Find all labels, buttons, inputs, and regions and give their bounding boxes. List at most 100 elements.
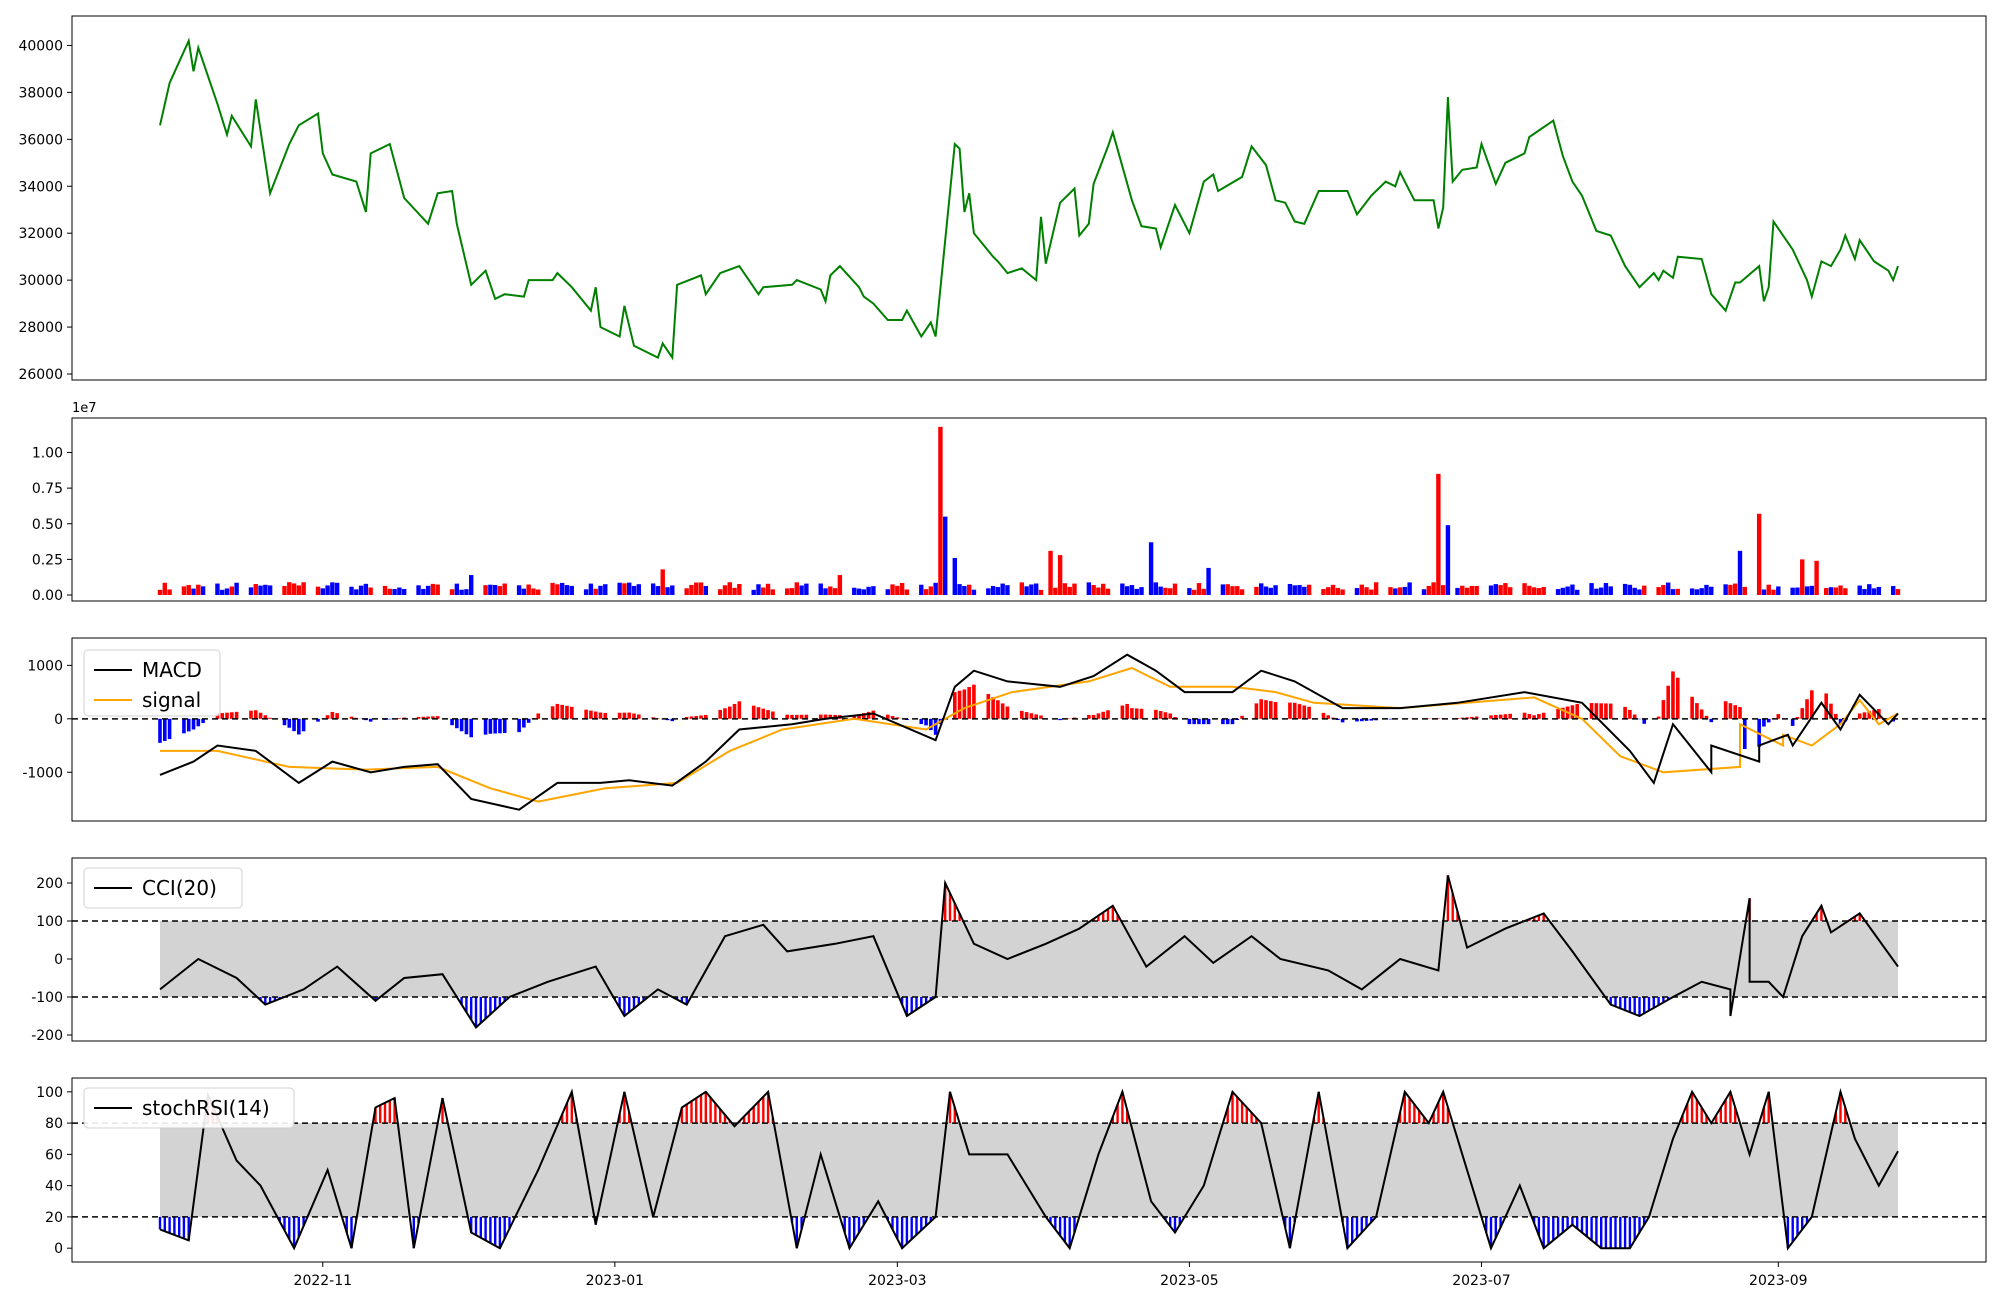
volume-bar (852, 587, 857, 595)
macd-hist-bar (325, 715, 330, 719)
volume-bar (1287, 583, 1293, 595)
volume-bar (1364, 587, 1369, 595)
volume-bar (919, 584, 924, 595)
volume-bar (770, 589, 776, 595)
volume-bar (1158, 586, 1163, 595)
volume-bar (1440, 585, 1446, 595)
macd-hist-bar (804, 714, 809, 719)
macd-hist-bar (1570, 705, 1575, 719)
volume-bar (1843, 588, 1848, 595)
macd-hist-bar (593, 711, 598, 719)
macd-hist-bar (1465, 717, 1469, 719)
macd-hist-bar (1292, 702, 1297, 719)
macd-hist-bar (1766, 718, 1771, 723)
macd-hist-bar (1498, 714, 1503, 719)
axes-frame (71, 857, 1987, 1042)
volume-bar (1689, 588, 1695, 595)
offset-text: 1e7 (72, 401, 97, 416)
volume-bar (732, 587, 737, 595)
macd-hist-bar (565, 705, 569, 719)
volume-bar (655, 586, 661, 595)
volume-bar (1733, 583, 1738, 595)
macd-hist-bar (632, 713, 636, 719)
volume-bar (521, 588, 527, 595)
volume-bar (650, 583, 656, 595)
volume-bar (224, 588, 230, 595)
volume-bar (1800, 559, 1805, 595)
volume-bar (1397, 587, 1403, 595)
y-tick-label: -100 (31, 990, 63, 1006)
macd-hist-bar (1575, 704, 1580, 719)
volume-bar (904, 589, 910, 595)
macd-hist-bar (1273, 702, 1278, 719)
volume-bar (636, 584, 641, 595)
volume-bar (1608, 586, 1613, 595)
volume-bar (1555, 589, 1561, 595)
volume-bar (861, 589, 867, 595)
cci-line (159, 875, 1899, 1029)
volume-bar (200, 586, 206, 595)
volume-bar (430, 583, 436, 595)
macd-hist-bar (1604, 703, 1608, 719)
volume-bar (631, 585, 637, 595)
macd-hist-bar (694, 715, 699, 719)
macd-hist-bar (1541, 712, 1546, 719)
macd-hist-bar (890, 715, 895, 719)
macd-hist-bar (732, 703, 737, 719)
price-panel: 26000 28000 30000 32000 34000 36000 38000 40000 (18, 15, 1987, 383)
macd-hist-bar (1824, 693, 1828, 719)
volume-bar (689, 584, 694, 595)
stochrsi-line (159, 1087, 1899, 1252)
y-tick-label: 1000 (27, 658, 63, 674)
macd-hist-bar (297, 718, 301, 735)
volume-bar (1388, 587, 1393, 595)
volume-bar (1321, 589, 1326, 595)
volume-bar (1594, 588, 1599, 595)
volume-bar (492, 585, 498, 595)
y-tick-label: 1.00 (32, 446, 63, 462)
volume-bar (1172, 583, 1178, 595)
macd-hist-bar (1474, 716, 1479, 719)
volume-bar (1838, 585, 1843, 595)
macd-hist-bar (766, 710, 770, 719)
y-tick-label: 0 (54, 1241, 63, 1257)
macd-hist-bar (316, 718, 320, 722)
volume-bar (1129, 585, 1135, 595)
volume-bar (263, 584, 268, 595)
macd-hist-bar (459, 718, 464, 732)
volume-bar (943, 516, 948, 595)
y-tick-label: 0.25 (32, 552, 63, 568)
volume-bar (1464, 587, 1470, 595)
volume-bar (1302, 586, 1307, 595)
volume-bar (1656, 587, 1661, 595)
volume-bar (1024, 586, 1029, 595)
volume-bar (282, 585, 287, 595)
macd-hist-bar (469, 718, 474, 738)
volume-bar (761, 587, 766, 595)
macd-hist-bar (1594, 703, 1599, 719)
volume-bar (1756, 513, 1762, 595)
macd-hist-bar (1307, 706, 1311, 719)
volume-panel: 0.00 0.25 0.50 0.75 1.00 1e7 (32, 401, 1987, 604)
macd-hist-bar (1537, 714, 1541, 719)
volume-bar (703, 586, 709, 595)
volume-bar (1493, 584, 1499, 595)
macd-hist-bar (1695, 703, 1699, 719)
macd-hist-bar (1020, 710, 1024, 719)
macd-hist-bar (201, 718, 205, 724)
y-tick-label: 40 (45, 1179, 63, 1195)
volume-bar (569, 585, 574, 595)
volume-bar (966, 584, 972, 595)
macd-hist-bar (1436, 718, 1441, 719)
volume-bar (1541, 587, 1546, 595)
macd-hist-bar (1628, 709, 1632, 719)
macd-hist-bar (416, 716, 421, 719)
macd-hist-bar (1259, 699, 1264, 719)
volume-bar (737, 584, 742, 595)
volume-bar (1340, 589, 1345, 595)
macd-hist-bar (857, 714, 861, 719)
volume-bar (765, 583, 771, 595)
volume-bar (1436, 473, 1441, 595)
volume-bar (1263, 586, 1269, 595)
volume-bar (1790, 587, 1795, 595)
